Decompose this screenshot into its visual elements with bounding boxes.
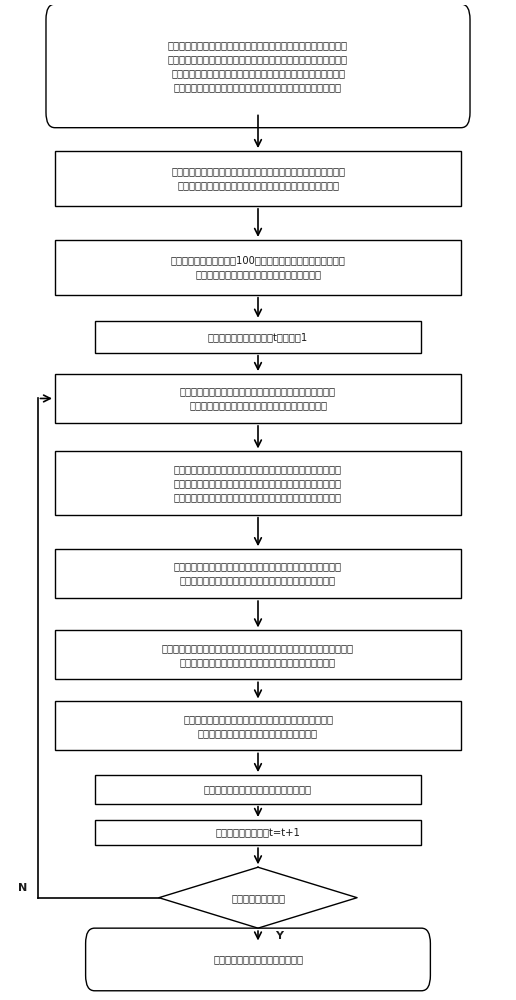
Text: Y: Y	[276, 931, 283, 941]
Text: 应用个体中有源滤波器的各次谐波电流吸收系数、滤波器的过载约束以及
该安装节点各次谐波电压得到各有源滤波器的额定安装容量: 应用个体中有源滤波器的各次谐波电流吸收系数、滤波器的过载约束以及 该安装节点各次…	[162, 643, 354, 667]
Text: 是否满足条件收敛？: 是否满足条件收敛？	[231, 893, 285, 903]
FancyBboxPatch shape	[86, 928, 430, 991]
Bar	[94, 321, 422, 353]
Bar	[55, 701, 461, 750]
Text: 计算每个个体的适应度值，并考虑到是否违反谐波电压的
约束条件，对所有个体适应度值大小进行排序: 计算每个个体的适应度值，并考虑到是否违反谐波电压的 约束条件，对所有个体适应度值…	[183, 714, 333, 738]
Text: 微电网原始参数输入。包括：微电网各元件参数（总节点数、线路参
数、负荷参数、变压器参数），各谐波源电流值，谐波限制标准（谐
波电压含有率及电压总谐波畸变率限值）: 微电网原始参数输入。包括：微电网各元件参数（总节点数、线路参 数、负荷参数、变压…	[168, 40, 348, 92]
Text: 对应每个个体，由个体中无源滤波器参数修正待优化节点的
谐波导纳；由有源滤波器参数修正节点注入谐波电流: 对应每个个体，由个体中无源滤波器参数修正待优化节点的 谐波导纳；由有源滤波器参数…	[180, 386, 336, 410]
Text: 将最优个体作为优化配置结果输出: 将最优个体作为优化配置结果输出	[213, 954, 303, 964]
Text: 应用个体中的无源滤波器参数、电容器安全运行约束以及该安装
节点各次谐波电压得到无源滤波器中电容器的额定安装容量: 应用个体中的无源滤波器参数、电容器安全运行约束以及该安装 节点各次谐波电压得到无…	[174, 562, 342, 586]
Text: N: N	[19, 883, 28, 893]
Text: 对微电网络进行分层，进行基波潮流和谐波计算，得到优化前的基
波电压、谐波电压含有率、畸变率、电网有功损耗、谐波损耗: 对微电网络进行分层，进行基波潮流和谐波计算，得到优化前的基 波电压、谐波电压含有…	[171, 166, 345, 190]
Text: 进行选择、自适应交叉、变异的遗传操作: 进行选择、自适应交叉、变异的遗传操作	[204, 784, 312, 794]
Bar	[55, 151, 461, 206]
Text: 开始遗传算法，随机生成100个个体，组成初始种群。每个个体
由无源滤波器参数和有源滤波器参数两部分组成: 开始遗传算法，随机生成100个个体，组成初始种群。每个个体 由无源滤波器参数和有…	[171, 255, 345, 279]
Bar	[55, 630, 461, 679]
Bar	[55, 240, 461, 295]
Bar	[94, 775, 422, 804]
Bar	[55, 374, 461, 423]
Text: 开始遗传迭代，迭代次数t初始化为1: 开始遗传迭代，迭代次数t初始化为1	[208, 332, 308, 342]
Text: 遗传迭代次数递增：t=t+1: 遗传迭代次数递增：t=t+1	[216, 828, 300, 838]
Bar	[55, 549, 461, 598]
Bar	[94, 820, 422, 845]
Polygon shape	[159, 867, 357, 928]
Text: 进行基波、谐波潮流计算，得到各节点基波电压、各次谐波电压
及含有率、电压总谐波畸变率、基波和谐波有功网损，判断是否
满足谐波约束条件，对违反约束的个体计算其违反: 进行基波、谐波潮流计算，得到各节点基波电压、各次谐波电压 及含有率、电压总谐波畸…	[174, 464, 342, 502]
FancyBboxPatch shape	[46, 4, 470, 128]
Bar	[55, 451, 461, 515]
